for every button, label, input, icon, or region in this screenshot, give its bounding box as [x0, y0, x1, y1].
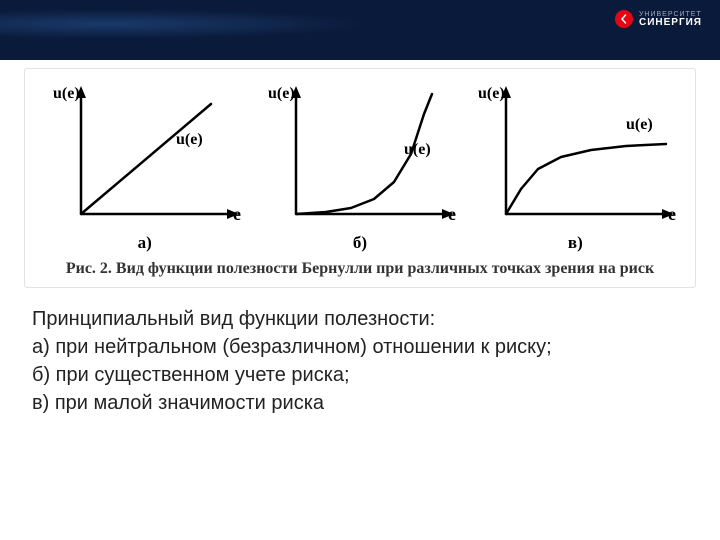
- chart-a: u(e) e u(e) а): [40, 79, 250, 253]
- svg-text:u(e): u(e): [404, 141, 431, 158]
- svg-text:u(e): u(e): [478, 85, 505, 102]
- chart-b-svg: u(e) e u(e): [260, 79, 460, 229]
- svg-text:u(e): u(e): [53, 85, 80, 102]
- chart-c: u(e) e u(e) в): [470, 79, 680, 253]
- body-item-v: в) при малой значимости риска: [32, 390, 688, 416]
- svg-text:u(e): u(e): [176, 131, 203, 148]
- chart-b-subcaption: б): [353, 233, 367, 253]
- body-text: Принципиальный вид функции полезности: а…: [32, 306, 688, 416]
- brand-line2: СИНЕРГИЯ: [639, 18, 702, 28]
- body-intro: Принципиальный вид функции полезности:: [32, 306, 688, 332]
- chart-c-subcaption: в): [568, 233, 583, 253]
- svg-text:e: e: [448, 204, 456, 224]
- figure-card: u(e) e u(e) а) u(e) e u(e) б) u(e) e u(e) в) Р…: [24, 68, 696, 288]
- chart-b: u(e) e u(e) б): [255, 79, 465, 253]
- svg-text:u(e): u(e): [626, 116, 653, 133]
- svg-text:e: e: [668, 204, 676, 224]
- chart-c-svg: u(e) e u(e): [470, 79, 680, 229]
- chart-a-svg: u(e) e u(e): [45, 79, 245, 229]
- brand-text: УНИВЕРСИТЕТ СИНЕРГИЯ: [639, 11, 702, 28]
- svg-text:u(e): u(e): [268, 85, 295, 102]
- svg-text:e: e: [233, 204, 241, 224]
- chart-a-subcaption: а): [138, 233, 152, 253]
- body-item-a: а) при нейтральном (безразличном) отноше…: [32, 334, 688, 360]
- brand-block: УНИВЕРСИТЕТ СИНЕРГИЯ: [615, 10, 702, 28]
- brand-badge-icon: [615, 10, 633, 28]
- charts-row: u(e) e u(e) а) u(e) e u(e) б) u(e) e u(e) в): [39, 79, 681, 253]
- figure-caption: Рис. 2. Вид функции полезности Бернулли …: [39, 259, 681, 279]
- slide-header: УНИВЕРСИТЕТ СИНЕРГИЯ: [0, 0, 720, 60]
- body-item-b: б) при существенном учете риска;: [32, 362, 688, 388]
